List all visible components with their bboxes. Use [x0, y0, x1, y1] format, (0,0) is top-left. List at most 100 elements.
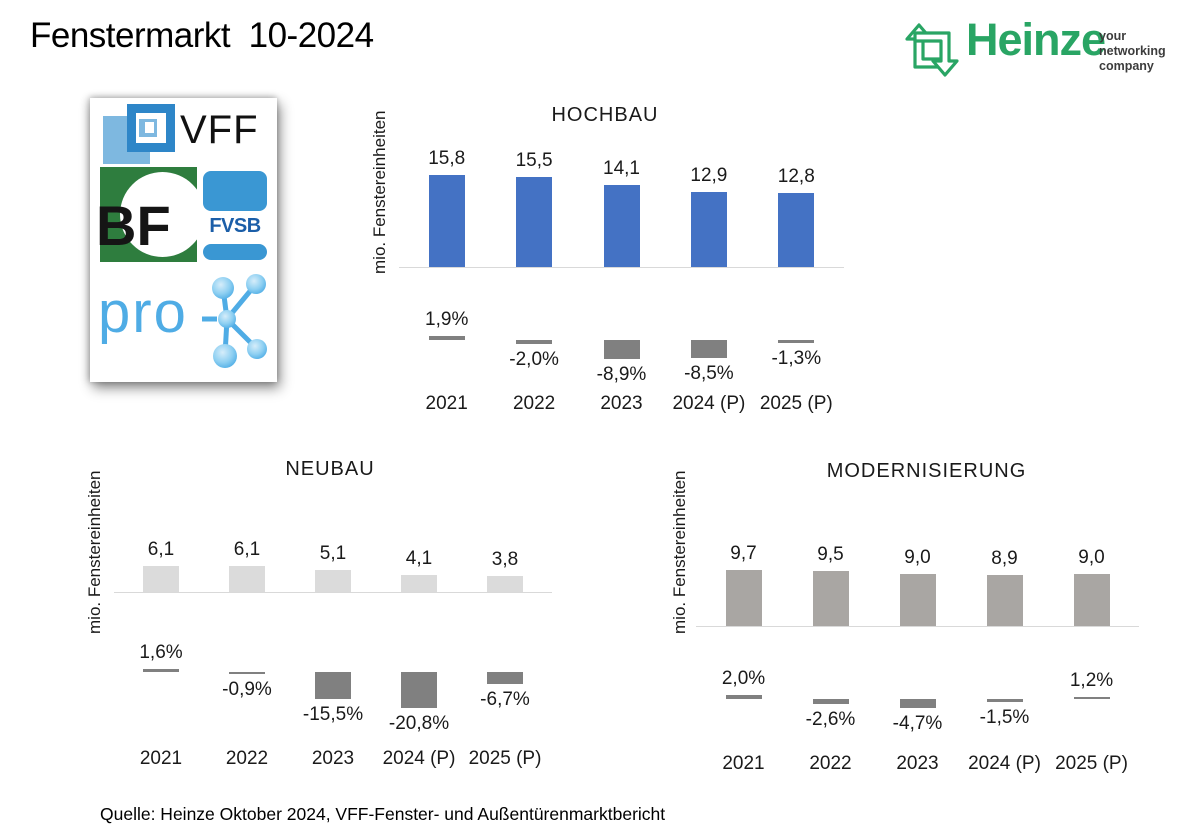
value-axis-baseline: [696, 626, 1139, 627]
change-bar: [812, 699, 849, 704]
value-label: 6,1: [147, 539, 175, 560]
change-label: -1,5%: [979, 707, 1030, 728]
plot-area: 9,7 2,0% 2021 9,5 -2,6% 2022 9,0 -4,7% 2023 8,9 -1…: [665, 450, 1188, 785]
year-label: 2025 (P): [1055, 753, 1128, 774]
value-bar: [986, 575, 1023, 626]
value-bar: [487, 576, 523, 592]
chart-title: NEUBAU: [285, 458, 375, 480]
change-label: -8,9%: [596, 364, 647, 385]
page-title: Fenstermarkt 10-2024: [30, 16, 374, 55]
value-label: 15,5: [515, 150, 553, 171]
change-label: -15,5%: [302, 704, 364, 725]
change-label: 1,6%: [139, 642, 183, 663]
vff-logo-frame-icon: [127, 104, 175, 152]
source-note: Quelle: Heinze Oktober 2024, VFF-Fenster…: [100, 804, 666, 824]
bf-logo-text: BF: [96, 194, 171, 257]
bf-logo-circle: [120, 172, 197, 257]
change-bar: [690, 340, 727, 358]
value-bar: [229, 566, 265, 592]
heinze-brand-name: Heinze: [966, 14, 1106, 65]
tagline-line: company: [1099, 59, 1154, 73]
change-label: -1,3%: [771, 348, 822, 369]
chart-title: MODERNISIERUNG: [826, 460, 1027, 482]
change-bar: [986, 699, 1023, 702]
value-label: 15,8: [428, 148, 466, 169]
year-label: 2021: [425, 393, 468, 414]
year-label: 2024 (P): [968, 753, 1041, 774]
value-label: 9,5: [817, 544, 844, 565]
value-label: 5,1: [319, 543, 347, 564]
change-label: 1,2%: [1069, 670, 1114, 691]
fvsb-logo-band: FVSB: [203, 211, 267, 241]
value-label: 9,0: [904, 547, 931, 568]
year-label: 2022: [225, 748, 269, 769]
change-bar: [428, 336, 465, 340]
bf-logo-square: [100, 167, 197, 262]
plot-area: 6,1 1,6% 2021 6,1 -0,9% 2022 5,1 -15,5% 2023 4,1 -…: [80, 450, 580, 785]
year-label: 2023: [600, 393, 643, 414]
value-label: 3,8: [491, 549, 519, 570]
chart-modernisierung: MODERNISIERUNG mio. Fenstereinheiten 9,7…: [665, 450, 1188, 785]
associations-logo-panel: VFF BF FVSB pro: [90, 98, 277, 382]
change-label: -2,0%: [509, 349, 559, 370]
year-label: 2024 (P): [672, 393, 746, 414]
fvsb-logo: FVSB: [203, 171, 267, 260]
vff-logo-inner-square: [139, 119, 157, 137]
value-label: 6,1: [233, 539, 261, 560]
change-bar: [603, 340, 640, 359]
change-label: -20,8%: [388, 713, 450, 734]
year-label: 2021: [722, 753, 765, 774]
value-bar: [1073, 574, 1110, 626]
change-label: -6,7%: [480, 689, 530, 710]
change-bar: [401, 672, 437, 708]
change-label: -0,9%: [222, 679, 272, 700]
pro-k-logo-text: pro: [98, 280, 188, 345]
value-bar: [516, 177, 553, 267]
value-label: 9,0: [1078, 547, 1105, 568]
plot-area: 15,8 1,9% 2021 15,5 -2,0% 2022 14,1 -8,9% 2023 12…: [365, 100, 845, 435]
value-bar: [428, 175, 465, 267]
value-bar: [778, 193, 815, 267]
value-bar: [812, 571, 849, 626]
change-bar: [315, 672, 351, 699]
value-bar: [899, 574, 936, 626]
value-bar: [725, 570, 762, 626]
value-label: 4,1: [405, 548, 433, 569]
value-label: 12,8: [777, 166, 815, 187]
chart-title: HOCHBAU: [551, 104, 659, 126]
change-bar: [487, 672, 523, 684]
value-label: 14,1: [603, 158, 640, 179]
chart-hochbau: HOCHBAU mio. Fenstereinheiten 15,8 1,9% 20…: [365, 100, 845, 435]
heinze-arrows-icon: [903, 23, 961, 82]
year-label: 2022: [809, 753, 852, 774]
fvsb-logo-top: [203, 171, 267, 211]
heinze-tagline: your networking company: [1099, 29, 1166, 74]
change-bar: [778, 340, 815, 343]
year-label: 2023: [311, 748, 355, 769]
change-bar: [1073, 697, 1110, 699]
tagline-line: your: [1099, 29, 1127, 43]
value-axis-baseline: [114, 592, 552, 593]
value-bar: [401, 575, 437, 592]
year-label: 2021: [139, 748, 183, 769]
value-label: 12,9: [690, 165, 728, 186]
change-bar: [899, 699, 936, 708]
year-label: 2023: [896, 753, 939, 774]
change-bar: [725, 695, 762, 699]
chart-neubau: NEUBAU mio. Fenstereinheiten 6,1 1,6% 2021…: [80, 450, 580, 785]
change-label: -4,7%: [892, 713, 943, 734]
change-label: 2,0%: [721, 668, 766, 689]
value-label: 8,9: [991, 548, 1018, 569]
fvsb-logo-text: FVSB: [209, 214, 261, 237]
value-axis-baseline: [399, 267, 844, 268]
value-bar: [690, 192, 727, 267]
change-bar: [516, 340, 553, 344]
value-label: 9,7: [730, 543, 757, 564]
value-bar: [143, 566, 179, 592]
year-label: 2025 (P): [759, 393, 833, 414]
year-label: 2022: [512, 393, 556, 414]
year-label: 2025 (P): [468, 748, 542, 769]
change-label: 1,9%: [425, 309, 469, 330]
value-bar: [603, 185, 640, 267]
change-label: -2,6%: [805, 709, 856, 730]
